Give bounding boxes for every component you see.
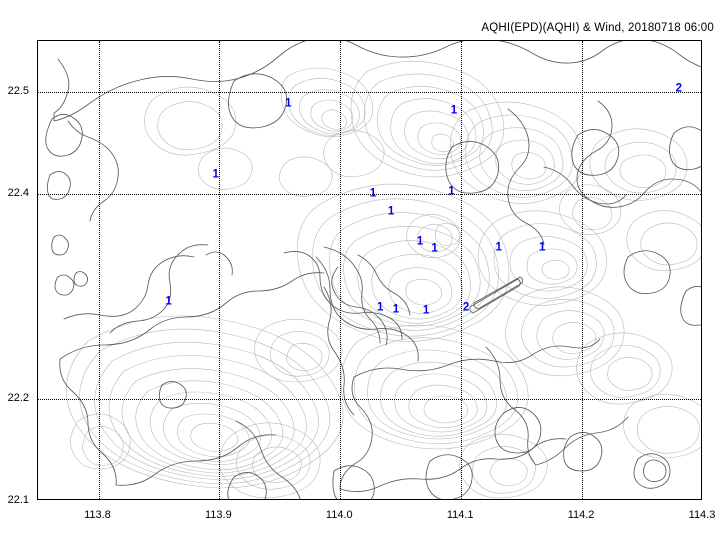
- y-axis-label-22.5: 22.5: [7, 85, 29, 98]
- x-axis-label-114.1: 114.1: [446, 509, 474, 521]
- xtick-114.0: [340, 40, 341, 41]
- station-value-label: 1: [422, 304, 430, 317]
- x-axis-label-113.8: 113.8: [84, 509, 111, 521]
- station-value-label: 1: [212, 168, 219, 181]
- station-value-label: 1: [538, 241, 546, 254]
- xtick-114.2: [582, 40, 583, 41]
- xtick-113.9: [219, 40, 220, 41]
- ytick-minor-22.3: [37, 297, 38, 298]
- station-value-label: 1: [376, 301, 384, 314]
- xtick-minor-114.15: [522, 40, 523, 41]
- ytick-minor-22.15: [37, 450, 38, 451]
- x-axis-label-114.3: 114.3: [688, 509, 716, 521]
- xtick-minor-114.05: [401, 40, 402, 41]
- station-value-label: 1: [495, 241, 502, 254]
- y-axis-label-22.1: 22.1: [7, 494, 29, 506]
- xtick-113.8: [99, 40, 100, 41]
- page-title: AQHI(EPD)(AQHI) & Wind, 20180718 06:00: [481, 22, 714, 34]
- station-value-label: 2: [462, 301, 470, 314]
- station-value-label: 2: [675, 81, 683, 94]
- xtick-113.75: [38, 40, 39, 41]
- x-axis-label-114.2: 114.2: [567, 509, 595, 521]
- station-value-label: 1: [387, 205, 395, 218]
- station-value-label: 1: [448, 185, 455, 198]
- xtick-minor-113.85: [159, 40, 160, 41]
- x-axis-label-114.0: 114.0: [325, 509, 353, 521]
- station-value-label: 1: [450, 104, 458, 117]
- ytick-minor-22.45: [37, 143, 38, 144]
- station-value-label: 1: [416, 235, 424, 248]
- station-value-label: 1: [369, 187, 377, 200]
- y-axis-label-22.2: 22.2: [7, 391, 29, 404]
- station-value-label: 1: [431, 242, 438, 255]
- xtick-114.1: [461, 40, 462, 41]
- coastline-outlines: [45, 41, 701, 499]
- y-axis-label-22.4: 22.4: [7, 187, 29, 200]
- station-value-label: 1: [165, 295, 172, 308]
- terrain-contour-lines: [65, 60, 701, 499]
- xtick-minor-113.95: [280, 40, 281, 41]
- x-axis-label-113.9: 113.9: [205, 509, 232, 521]
- ytick-22.2: [37, 399, 38, 400]
- ytick-22.5: [37, 92, 38, 93]
- ytick-22.4: [37, 194, 38, 195]
- station-value-label: 1: [285, 97, 292, 110]
- station-value-label: 1: [392, 303, 400, 316]
- hong-kong-coastline-and-terrain-contours: [45, 41, 701, 499]
- xtick-minor-114.25: [643, 40, 644, 41]
